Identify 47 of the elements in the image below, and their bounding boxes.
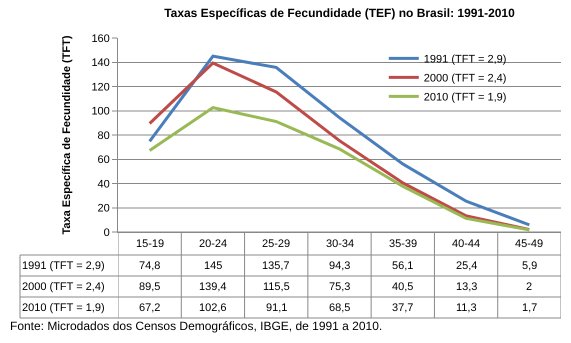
legend-label: 1991 (TFT = 2,9): [424, 54, 506, 66]
y-tick-label: 160: [91, 32, 110, 45]
y-tick-label: 20: [98, 202, 110, 215]
data-label: 68,5: [329, 302, 350, 314]
data-label: 102,6: [199, 302, 227, 314]
data-label: 115,5: [263, 281, 290, 293]
x-tick-label: 45-49: [515, 238, 544, 250]
x-tick-label: 20-24: [199, 238, 228, 250]
text: 2010 (TFT = 1,9): [22, 302, 105, 314]
x-tick-label: 25-29: [262, 238, 290, 250]
data-label: 89,5: [139, 281, 160, 293]
data-label: 91,1: [266, 302, 288, 314]
data-label: 37,7: [392, 302, 414, 314]
y-tick-label: 80: [98, 130, 110, 142]
text: 1991 (TFT = 2,9): [22, 260, 105, 272]
data-label: 56,1: [392, 260, 414, 272]
y-tick-label: 0: [104, 226, 110, 239]
y-tick-label: 140: [91, 57, 110, 70]
data-label: 74,8: [139, 260, 160, 272]
data-label: 1,7: [522, 302, 538, 314]
legend-label: 2010 (TFT = 1,9): [424, 92, 506, 104]
chart-title: Taxas Específicas de Fecundidade (TEF) no Brasil: 1991-2010: [164, 6, 516, 20]
y-tick-label: 120: [91, 81, 110, 94]
data-label: 13,3: [456, 281, 478, 293]
text: 2000 (TFT = 2,4): [22, 281, 105, 293]
data-label: 94,3: [329, 260, 350, 272]
data-label: 145: [204, 260, 222, 272]
y-tick-label: 100: [91, 106, 110, 118]
data-label: 25,4: [456, 260, 478, 272]
data-label: 75,3: [329, 281, 350, 293]
data-label: 2: [526, 281, 532, 293]
y-axis-title: Taxa Específica de Fecundidade (TFT): [61, 35, 74, 235]
data-label: 135,7: [262, 260, 290, 272]
line-series: [148, 106, 531, 232]
data-label: 139,4: [199, 281, 227, 293]
data-label: 11,3: [456, 302, 477, 314]
y-tick-label: 40: [98, 178, 110, 190]
y-tick-label: 60: [98, 154, 110, 166]
x-tick-label: 30-34: [326, 238, 354, 250]
data-label: 40,5: [392, 281, 414, 293]
data-label: 5,9: [522, 260, 538, 272]
data-label: 67,2: [139, 302, 160, 314]
x-tick-label: 15-19: [136, 238, 164, 250]
legend-label: 2000 (TFT = 2,4): [424, 72, 506, 85]
source-note: Fonte: Microdados dos Censos Demográficos, IBGE, de 1991 a 2010.: [10, 319, 382, 333]
x-tick-label: 40-44: [452, 238, 480, 250]
x-tick-label: 35-39: [389, 238, 418, 250]
